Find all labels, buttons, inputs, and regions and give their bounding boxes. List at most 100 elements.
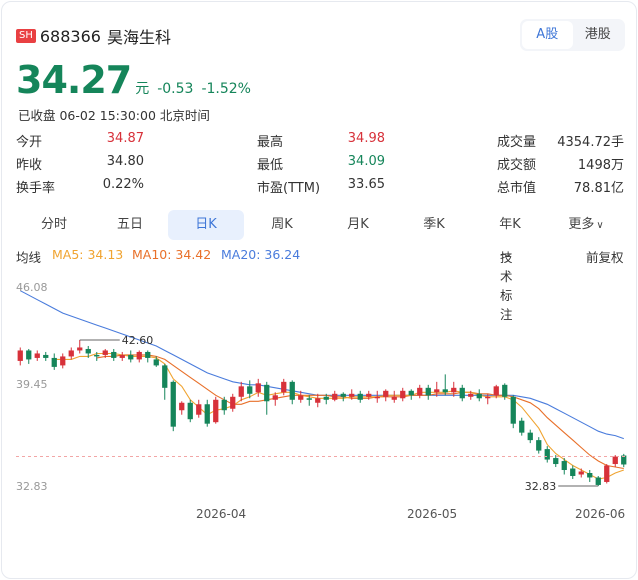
candle-body [145,351,151,358]
candle-body [468,393,474,397]
tab-a-share[interactable]: A股 [522,21,573,49]
tab-five-day[interactable]: 五日 [116,217,143,232]
candle-body [94,354,100,357]
candle-body [349,393,355,397]
candle-body [595,477,601,485]
candle-body [459,387,465,399]
candle-body [17,350,23,361]
amount-label: 成交额 [497,158,537,173]
candle-body [493,386,499,396]
candle-body [204,404,210,424]
candle-body [374,396,380,399]
high-value: 34.98 [347,131,385,146]
adjust-toggle[interactable]: 前复权 [586,250,624,265]
candle-body [60,356,66,366]
market-tabs: A股 港股 [520,19,625,51]
current-price: 34.27 [16,58,132,102]
candle-body [196,404,202,415]
stats-grid: 今开 34.87 最高 34.98 成交量 4354.72手 昨收 34.80 … [16,131,628,200]
candle-body [536,440,542,451]
volume-value: 4354.72手 [557,135,624,150]
amount-value: 1498万 [577,158,624,173]
candle-body [587,472,593,478]
candle-body [111,351,117,358]
candle-body [85,348,91,354]
ma10-value: MA10: 34.42 [132,247,212,262]
candles [17,340,627,486]
prev-close-label: 昨收 [16,158,43,173]
price-row: 34.27 元 -0.53 -1.52% [16,58,251,102]
min-price-label: 32.83 [525,480,557,493]
candle-body [570,468,576,476]
market-status: 已收盘 06-02 15:30:00 北京时间 [18,108,210,123]
candle-body [400,390,406,399]
candle-body [298,395,304,400]
chevron-down-icon: ∨ [596,220,604,231]
candle-body [221,399,227,411]
candle-body [43,354,49,358]
kline-chart[interactable]: 42.60 32.83 [16,274,628,532]
candle-body [281,381,287,393]
tab-hk-share[interactable]: 港股 [584,27,611,42]
candle-body [264,384,270,402]
candle-body [315,398,321,403]
candle-body [213,399,219,423]
candle-body [612,456,618,465]
x-tick-jun: 2026-06 [575,507,626,521]
ma-label: 均线 [16,250,42,265]
tab-yearly-k[interactable]: 年K [499,217,521,232]
period-tabs: 分时 五日 日K 周K 月K 季K 年K 更多 ∨ [16,210,628,240]
tab-intraday[interactable]: 分时 [40,217,67,232]
candle-body [561,461,567,471]
stats-row: 换手率 0.22% 市盈(TTM) 33.65 总市值 78.81亿 [16,177,628,200]
candle-body [34,353,40,358]
low-value: 34.09 [347,154,385,169]
candle-body [247,386,253,394]
candle-body [553,458,559,465]
candle-body [578,471,584,475]
high-label: 最高 [257,135,284,150]
candle-body [272,395,278,400]
candle-body [366,393,372,397]
candle-body [510,396,516,424]
tab-monthly-k[interactable]: 月K [347,217,369,232]
mcap-value: 78.81亿 [573,181,624,196]
candle-body [621,455,627,465]
exchange-badge: SH [16,29,36,43]
pe-label: 市盈(TTM) [257,181,321,196]
y-tick-mid: 39.45 [16,378,48,391]
candle-body [425,387,431,396]
tab-quarterly-k[interactable]: 季K [423,217,445,232]
candle-body [187,402,193,420]
candle-body [102,350,108,355]
y-tick-top: 46.08 [16,281,48,294]
tab-weekly-k[interactable]: 周K [271,217,293,232]
x-tick-apr: 2026-04 [196,507,247,521]
candle-body [136,351,142,360]
ma5-line [54,352,624,480]
candle-body [255,383,261,393]
price-change-pct: -1.52% [201,81,251,97]
candle-body [357,393,363,400]
ma-lines [20,290,624,480]
candle-body [485,396,491,399]
low-label: 最低 [257,158,284,173]
stock-name: 昊海生科 [106,28,171,47]
turnover-label: 换手率 [16,181,56,196]
tab-more[interactable]: 更多 ∨ [548,210,624,240]
candle-body [519,420,525,433]
price-unit: 元 [135,81,150,97]
candle-body [391,396,397,400]
candle-body [306,398,312,400]
annotations: 42.60 32.83 [16,334,628,493]
x-tick-may: 2026-05 [407,507,458,521]
candle-body [476,393,482,399]
stock-header: SH 688366 昊海生科 [16,24,171,48]
tab-daily-k[interactable]: 日K [168,210,244,240]
max-price-label: 42.60 [122,334,154,347]
candle-body [153,359,159,366]
candle-body [170,381,176,427]
candle-body [68,350,74,357]
candle-body [383,390,389,397]
